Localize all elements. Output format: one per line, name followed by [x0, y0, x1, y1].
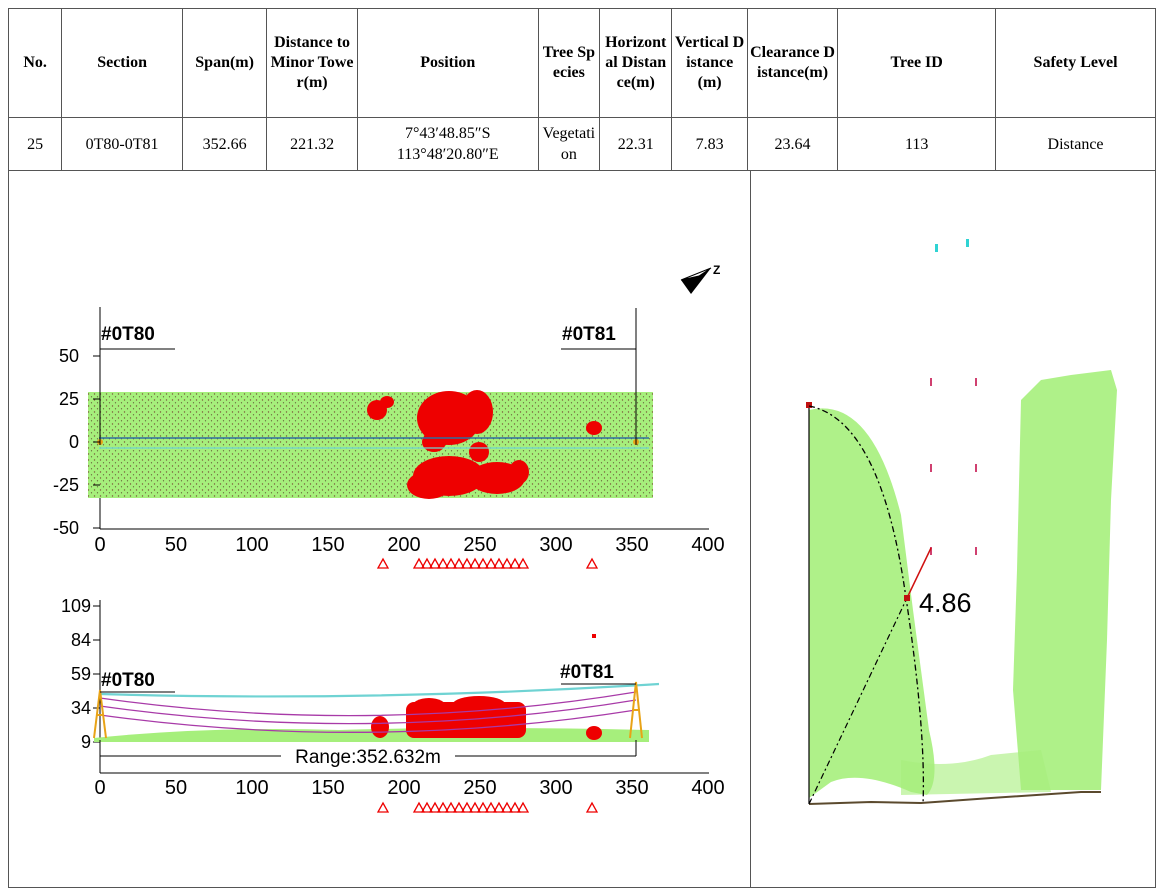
header-tree-species: Tree Species — [537, 8, 601, 118]
svg-text:0: 0 — [94, 534, 105, 556]
svg-text:0: 0 — [94, 777, 105, 799]
report-frame: No. Section Span(m) Distance to Minor To… — [7, 8, 1156, 888]
table-header-row: No. Section Span(m) Distance to Minor To… — [7, 8, 1156, 118]
cell-tree-species: Vegetation — [537, 117, 601, 171]
cell-vertical: 7.83 — [671, 117, 748, 171]
plan-x-ticks: 0 50 100 150 200 250 300 350 400 — [94, 534, 724, 556]
plan-view: #0T80 #0T81 50 25 0 -25 -50 — [53, 307, 725, 569]
cell-distance-minor: 221.32 — [266, 117, 358, 171]
compass-label: Z — [713, 263, 720, 277]
range-label: Range:352.632m — [295, 747, 441, 768]
svg-text:350: 350 — [615, 777, 648, 799]
profile-tower-right-label: #0T81 — [560, 662, 614, 683]
svg-text:-25: -25 — [53, 475, 79, 495]
header-no: No. — [7, 8, 63, 118]
tree-top-point — [806, 402, 812, 408]
svg-text:250: 250 — [463, 777, 496, 799]
svg-text:150: 150 — [311, 534, 344, 556]
svg-text:400: 400 — [691, 534, 724, 556]
cross-section-vegetation-left — [809, 408, 935, 798]
svg-text:200: 200 — [387, 777, 420, 799]
clearance-table: No. Section Span(m) Distance to Minor To… — [7, 8, 1156, 171]
cross-section-view: 4.86 — [806, 239, 1117, 805]
svg-text:400: 400 — [691, 777, 724, 799]
header-tree-id: Tree ID — [837, 8, 997, 118]
conductor-points — [930, 378, 977, 555]
span-views: Z — [53, 263, 725, 813]
svg-text:100: 100 — [235, 534, 268, 556]
header-vertical-distance: Vertical Distance(m) — [671, 8, 748, 118]
header-horizontal-distance: Horizontal Distance(m) — [599, 8, 673, 118]
svg-text:9: 9 — [81, 732, 91, 752]
header-section: Section — [61, 8, 183, 118]
north-arrow-icon: Z — [680, 263, 720, 294]
figure-panel: Z — [8, 170, 1156, 888]
svg-text:300: 300 — [539, 777, 572, 799]
svg-text:0: 0 — [69, 432, 79, 452]
header-distance-minor-tower: Distance to Minor Tower(m) — [266, 8, 358, 118]
table-row: 25 0T80-0T81 352.66 221.32 7°43′48.85″S 1… — [7, 117, 1156, 171]
svg-text:34: 34 — [71, 698, 91, 718]
svg-text:25: 25 — [59, 389, 79, 409]
cell-section: 0T80-0T81 — [61, 117, 183, 171]
profile-danger-markers — [376, 801, 599, 813]
svg-text:84: 84 — [71, 630, 91, 650]
plan-danger-markers — [376, 557, 599, 569]
profile-tower-right-icon — [629, 681, 643, 739]
profile-view: 109 84 59 34 9 — [61, 596, 725, 813]
plan-tower-right-label: #0T81 — [562, 324, 616, 345]
header-clearance-distance: Clearance Distance(m) — [746, 8, 839, 118]
svg-text:250: 250 — [463, 534, 496, 556]
plan-y-ticks: 50 25 0 -25 -50 — [53, 346, 100, 538]
cell-position: 7°43′48.85″S 113°48′20.80″E — [356, 117, 539, 171]
cell-position-lon: 113°48′20.80″E — [396, 146, 499, 163]
panel-divider — [750, 170, 751, 888]
svg-text:-50: -50 — [53, 518, 79, 538]
ground-profile — [808, 791, 1101, 805]
cell-horizontal: 22.31 — [599, 117, 673, 171]
cell-clearance: 23.64 — [746, 117, 839, 171]
ground-wire-point — [935, 244, 938, 252]
svg-text:300: 300 — [539, 534, 572, 556]
profile-conductors — [99, 691, 637, 733]
header-safety-level: Safety Level — [995, 8, 1156, 118]
svg-text:50: 50 — [59, 346, 79, 366]
svg-text:150: 150 — [311, 777, 344, 799]
svg-text:109: 109 — [61, 596, 91, 616]
ground-wire-point — [966, 239, 969, 247]
fall-radius-line — [808, 597, 908, 805]
cell-safety-level: Distance — [995, 117, 1156, 171]
cell-position-lat: 7°43′48.85″S — [405, 125, 491, 142]
svg-text:50: 50 — [165, 777, 187, 799]
profile-tower-left-label: #0T80 — [101, 670, 155, 691]
cell-span: 352.66 — [181, 117, 268, 171]
svg-text:50: 50 — [165, 534, 187, 556]
clearance-point — [904, 595, 910, 601]
profile-ground-wire — [99, 682, 660, 698]
header-span: Span(m) — [181, 8, 268, 118]
plan-tower-left-label: #0T80 — [101, 324, 155, 345]
cross-section-vegetation-right — [1013, 370, 1117, 790]
svg-text:59: 59 — [71, 664, 91, 684]
profile-x-ticks: 0 50 100 150 200 250 300 350 400 — [94, 777, 724, 799]
cell-no: 25 — [7, 117, 63, 171]
svg-text:200: 200 — [387, 534, 420, 556]
plan-danger-clusters — [367, 390, 602, 499]
profile-tower-left-icon — [93, 689, 107, 739]
cell-tree-id: 113 — [837, 117, 997, 171]
profile-y-ticks: 109 84 59 34 9 — [61, 596, 100, 752]
profile-danger-trees — [371, 634, 602, 740]
svg-text:350: 350 — [615, 534, 648, 556]
header-position: Position — [356, 8, 539, 118]
clearance-value-label: 4.86 — [919, 588, 972, 618]
clearance-line — [906, 547, 932, 599]
svg-text:100: 100 — [235, 777, 268, 799]
